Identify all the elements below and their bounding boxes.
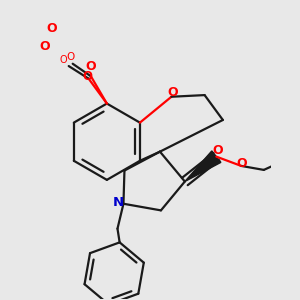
Text: O: O bbox=[40, 40, 50, 52]
Text: O: O bbox=[237, 157, 247, 170]
Text: O: O bbox=[82, 70, 92, 83]
Text: N: N bbox=[113, 196, 124, 209]
Text: O: O bbox=[167, 86, 178, 99]
Polygon shape bbox=[185, 151, 221, 182]
Text: O: O bbox=[85, 60, 96, 73]
Text: O: O bbox=[66, 52, 74, 62]
Text: O: O bbox=[47, 22, 57, 35]
Text: O: O bbox=[213, 143, 223, 157]
Text: O: O bbox=[59, 55, 67, 65]
